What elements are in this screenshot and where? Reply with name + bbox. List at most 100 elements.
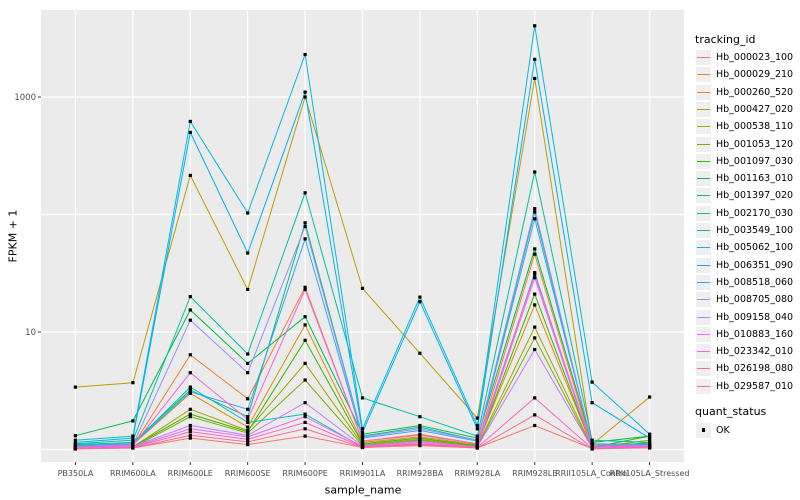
data-point	[303, 237, 307, 241]
data-point	[303, 52, 307, 57]
data-point	[303, 338, 307, 342]
data-point	[418, 428, 422, 433]
data-point	[533, 271, 537, 275]
data-point	[303, 287, 307, 292]
data-point	[188, 353, 192, 357]
data-point	[590, 443, 594, 447]
legend-item-Hb_000538_110: Hb_000538_110	[696, 118, 793, 135]
data-point	[188, 318, 192, 322]
legend-label: Hb_000538_110	[716, 121, 794, 133]
data-point	[533, 325, 537, 329]
data-point	[188, 308, 192, 312]
data-point	[360, 439, 365, 443]
data-point	[73, 434, 77, 438]
data-point	[533, 292, 537, 296]
legend-key-box	[696, 205, 711, 221]
data-point	[246, 415, 250, 419]
data-point	[303, 224, 307, 229]
x-tick-label: RRIM600SE	[225, 469, 271, 478]
data-point	[418, 300, 422, 304]
data-point	[131, 419, 135, 423]
legend-label: Hb_029587_010	[716, 380, 794, 392]
legend-key-box	[696, 240, 711, 256]
data-point	[418, 415, 422, 419]
legend-item-Hb_008518_060: Hb_008518_060	[696, 274, 793, 291]
data-point	[533, 423, 537, 428]
legend-key-box	[696, 326, 711, 342]
legend-key-box	[696, 292, 711, 308]
legend-label: Hb_023342_010	[716, 346, 794, 358]
data-point	[246, 435, 250, 439]
legend-key-box	[696, 153, 711, 169]
legend-label: Hb_009158_040	[716, 311, 794, 323]
data-point	[188, 412, 192, 416]
legend-label: Hb_026198_080	[716, 363, 794, 375]
legend-key-box	[696, 378, 711, 394]
legend-line-swatch	[697, 264, 710, 266]
data-point	[246, 407, 250, 411]
data-point	[533, 347, 537, 352]
legend-label: OK	[716, 424, 730, 436]
data-point	[188, 295, 192, 299]
legend-line-swatch	[697, 178, 710, 180]
legend-label: Hb_006351_090	[716, 259, 794, 271]
data-point	[475, 434, 479, 438]
x-tick-label: RRIM600LA	[110, 469, 156, 478]
legend-item-Hb_000023_100: Hb_000023_100	[696, 49, 793, 66]
data-point	[303, 191, 307, 195]
legend-key-box	[696, 274, 711, 290]
legend-line-swatch	[697, 316, 710, 318]
legend-key-box	[696, 101, 711, 117]
legend-line-swatch	[697, 195, 710, 197]
legend-line-swatch	[697, 160, 710, 162]
ok-point-icon	[701, 428, 706, 432]
data-point	[418, 425, 422, 429]
data-point	[303, 95, 307, 99]
data-point	[303, 315, 307, 319]
legend-title-tracking-id: tracking_id	[695, 32, 756, 46]
data-point	[73, 440, 77, 444]
legend-title-quant-status: quant_status	[695, 404, 767, 418]
legend-line-swatch	[697, 230, 710, 231]
legend-line-swatch	[697, 385, 710, 387]
data-point	[360, 432, 365, 436]
data-point	[303, 415, 307, 419]
data-point	[303, 90, 307, 94]
legend-key-box	[696, 309, 711, 325]
data-point	[360, 427, 365, 431]
data-point	[131, 381, 135, 385]
legend-item-Hb_001097_030: Hb_001097_030	[696, 153, 793, 170]
data-point	[303, 221, 307, 225]
legend-label: Hb_000260_520	[716, 86, 794, 98]
legend-line-swatch	[697, 212, 710, 214]
data-point	[303, 361, 307, 365]
data-point	[303, 427, 307, 431]
data-point	[246, 352, 250, 356]
data-point	[246, 397, 250, 401]
data-point	[73, 447, 77, 451]
legend-key-box	[696, 50, 711, 65]
data-point	[590, 438, 594, 442]
legend-item-Hb_029587_010: Hb_029587_010	[696, 378, 793, 395]
data-point	[188, 119, 192, 123]
data-point	[73, 385, 77, 389]
legend-line-swatch	[697, 57, 710, 58]
data-point	[533, 57, 537, 61]
legend-key-box	[696, 136, 711, 152]
legend-key-box	[696, 344, 711, 360]
data-point	[533, 217, 537, 221]
legend-line-swatch	[697, 143, 710, 145]
legend-label: Hb_002170_030	[716, 207, 794, 219]
data-point	[188, 436, 192, 440]
data-point	[188, 427, 192, 431]
legend-key-box	[696, 422, 711, 438]
legend-item-Hb_023342_010: Hb_023342_010	[696, 343, 793, 360]
data-point	[246, 251, 250, 255]
data-point	[303, 378, 307, 382]
data-point	[533, 210, 537, 214]
legend-key-box	[696, 257, 711, 273]
data-point	[533, 170, 537, 174]
legend-label: Hb_001097_030	[716, 155, 794, 167]
legend-key-box	[696, 188, 711, 204]
